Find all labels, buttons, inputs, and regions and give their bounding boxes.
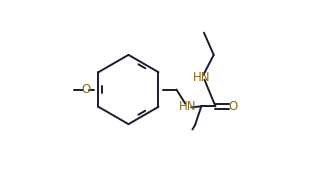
Text: O: O (81, 83, 90, 96)
Text: HN: HN (193, 71, 210, 84)
Text: O: O (229, 100, 238, 113)
Text: HN: HN (179, 100, 197, 113)
